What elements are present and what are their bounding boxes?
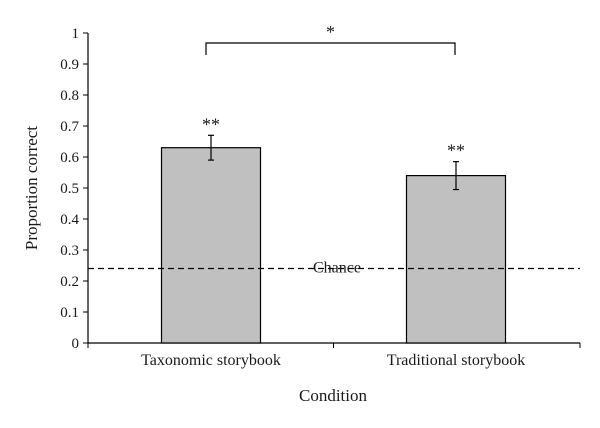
x-category-label: Taxonomic storybook bbox=[141, 352, 281, 369]
y-tick-label: 0.8 bbox=[60, 88, 79, 104]
y-tick-label: 0.7 bbox=[60, 119, 79, 135]
x-axis-title: Condition bbox=[299, 386, 368, 405]
bar bbox=[405, 175, 507, 344]
y-tick-label: 0.3 bbox=[60, 243, 79, 259]
y-tick-label: 0.9 bbox=[60, 57, 79, 73]
y-tick-label: 0.1 bbox=[60, 305, 79, 321]
significance-stars: ** bbox=[447, 141, 465, 161]
comparison-bracket bbox=[205, 42, 456, 55]
chance-label: Chance bbox=[313, 260, 361, 277]
y-tick-label: 0.4 bbox=[60, 212, 79, 228]
significance-stars: ** bbox=[202, 114, 220, 134]
y-tick-label: 0.5 bbox=[60, 181, 79, 197]
y-tick-label: 0.2 bbox=[60, 274, 79, 290]
y-tick-label: 1 bbox=[72, 26, 80, 42]
x-category-label: Traditional storybook bbox=[387, 352, 526, 369]
comparison-significance: * bbox=[326, 22, 335, 42]
bar bbox=[160, 147, 262, 344]
y-tick-label: 0.6 bbox=[60, 150, 79, 166]
y-tick-label: 0 bbox=[72, 336, 80, 352]
y-axis-title: Proportion correct bbox=[22, 126, 41, 250]
